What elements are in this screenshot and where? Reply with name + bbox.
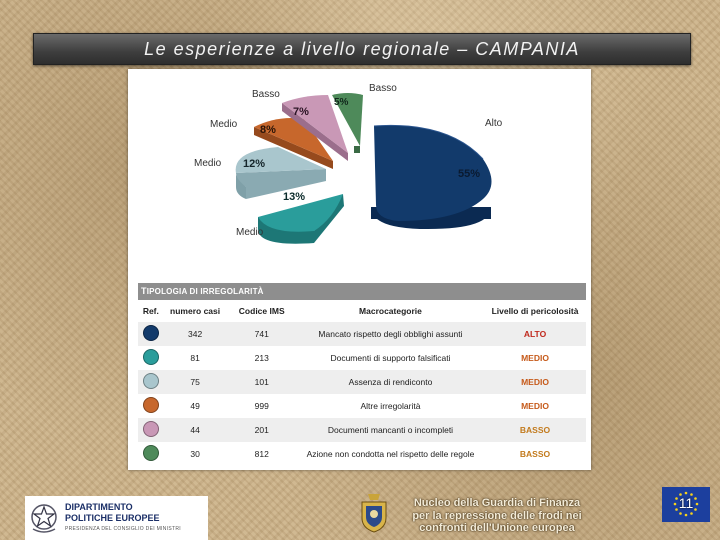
cell-macro: Azione non condotta nel rispetto delle r…: [306, 449, 475, 459]
cat-label-13: Medio: [236, 227, 264, 238]
cat-label-alto: Alto: [485, 118, 503, 129]
ref-dot: [142, 349, 159, 365]
content-panel: 55% 13% 12% 8% 7% 5% Alto Medio Medio Me…: [128, 69, 591, 470]
table-row: 342 741 Mancato rispetto degli obblighi …: [138, 322, 586, 346]
pct-label-8: 8%: [260, 124, 276, 136]
gdf-line2: per la repressione delle frodi nei: [412, 509, 582, 522]
cell-codice: 101: [226, 370, 297, 394]
table-row: 30 812 Azione non condotta nel rispetto …: [138, 442, 586, 466]
pie-slice-8: [254, 118, 333, 169]
cell-livello: MEDIO: [484, 370, 586, 394]
gdf-line1: Nucleo della Guardia di Finanza: [413, 497, 581, 509]
page-number: 11: [678, 495, 694, 511]
dipartimento-logo: DIPARTIMENTO POLITICHE EUROPEE PRESIDENZ…: [25, 496, 208, 540]
cell-casi: 44: [163, 418, 227, 442]
pie-slice-alto: [371, 124, 492, 229]
table-caption: TIPOLOGIA DI IRREGOLARITÀ: [138, 283, 586, 300]
cell-casi: 342: [163, 322, 227, 346]
pie-slice-7: [282, 95, 348, 161]
pie-chart-svg: 55% 13% 12% 8% 7% 5% Alto Medio Medio Me…: [194, 83, 503, 244]
dept-line3: PRESIDENZA DEL CONSIGLIO DEI MINISTRI: [65, 525, 181, 532]
col-numero-casi: numero casi: [170, 306, 221, 316]
slide-title-bar: Le esperienze a livello regionale – CAMP…: [33, 33, 691, 65]
col-livello: Livello di pericolosità: [491, 306, 579, 316]
cell-macro: Altre irregolarità: [360, 401, 421, 411]
cat-label-5: Basso: [369, 83, 397, 94]
pie-slice-13: [258, 194, 344, 244]
cat-label-7: Basso: [252, 89, 280, 100]
col-codice-ims: Codice IMS: [238, 306, 285, 316]
table-caption-first: T: [141, 286, 147, 296]
table-row: 49 999 Altre irregolarità MEDIO: [138, 394, 586, 418]
irregularity-table: TIPOLOGIA DI IRREGOLARITÀ Ref. numero ca…: [138, 283, 586, 466]
cell-livello: MEDIO: [521, 401, 549, 411]
table-caption-rest: IPOLOGIA DI IRREGOLARITÀ: [146, 287, 264, 296]
slide-title: Le esperienze a livello regionale – CAMP…: [144, 38, 580, 59]
cell-livello: BASSO: [484, 418, 586, 442]
pct-label-13: 13%: [283, 191, 305, 203]
cell-casi: 30: [190, 449, 200, 459]
dept-line1: DIPARTIMENTO: [65, 501, 133, 512]
cat-label-12: Medio: [194, 158, 222, 169]
cell-macro: Documenti di supporto falsificati: [330, 353, 451, 363]
pct-label-5: 5%: [334, 97, 349, 108]
cell-livello: BASSO: [519, 449, 551, 459]
pct-label-7: 7%: [293, 106, 309, 118]
cell-macro: Mancato rispetto degli obblighi assunti: [296, 322, 485, 346]
guardia-finanza-caption: Nucleo della Guardia di Finanza per la r…: [388, 497, 606, 535]
cell-macro: Documenti mancanti o incompleti: [296, 418, 485, 442]
dipartimento-text: DIPARTIMENTO POLITICHE EUROPEE PRESIDENZ…: [65, 502, 181, 535]
table-row: 75 101 Assenza di rendiconto MEDIO: [138, 370, 586, 394]
cat-label-8: Medio: [210, 119, 238, 130]
pct-label-55: 55%: [458, 168, 480, 180]
cell-codice: 999: [254, 401, 269, 411]
eu-flag: 11: [662, 487, 710, 522]
ref-dot: [142, 325, 159, 341]
ref-dot: [142, 421, 159, 437]
eu-stars-icon: [673, 491, 699, 517]
cell-codice: 812: [254, 449, 269, 459]
cell-codice: 741: [226, 322, 297, 346]
italian-emblem-icon: [31, 504, 57, 533]
cell-casi: 81: [190, 353, 200, 363]
table-header-row: Ref. numero casi Codice IMS Macrocategor…: [138, 300, 586, 322]
col-macrocategorie: Macrocategorie: [359, 306, 422, 316]
cell-codice: 201: [226, 418, 297, 442]
cell-casi: 75: [163, 370, 227, 394]
table-row: 81 213 Documenti di supporto falsificati…: [138, 346, 586, 370]
gdf-line3: confronti dell'Unione europea: [419, 522, 575, 534]
ref-dot: [142, 397, 159, 413]
ref-dot: [142, 373, 159, 389]
dept-line2: POLITICHE EUROPEE: [65, 512, 160, 523]
cell-livello: ALTO: [484, 322, 586, 346]
cell-macro: Assenza di rendiconto: [296, 370, 485, 394]
irregularity-data-table: Ref. numero casi Codice IMS Macrocategor…: [138, 300, 586, 466]
cell-casi: 49: [190, 401, 200, 411]
cell-codice: 213: [254, 353, 269, 363]
ref-dot: [142, 445, 159, 461]
col-ref: Ref.: [142, 306, 159, 316]
pie-slice-5: [332, 93, 363, 153]
pie-chart: 55% 13% 12% 8% 7% 5% Alto Medio Medio Me…: [128, 69, 591, 279]
cell-livello: MEDIO: [521, 353, 549, 363]
table-row: 44 201 Documenti mancanti o incompleti B…: [138, 418, 586, 442]
pct-label-12: 12%: [243, 158, 265, 170]
pie-slice-12: [235, 147, 326, 199]
guardia-finanza-crest-icon: [361, 494, 387, 533]
